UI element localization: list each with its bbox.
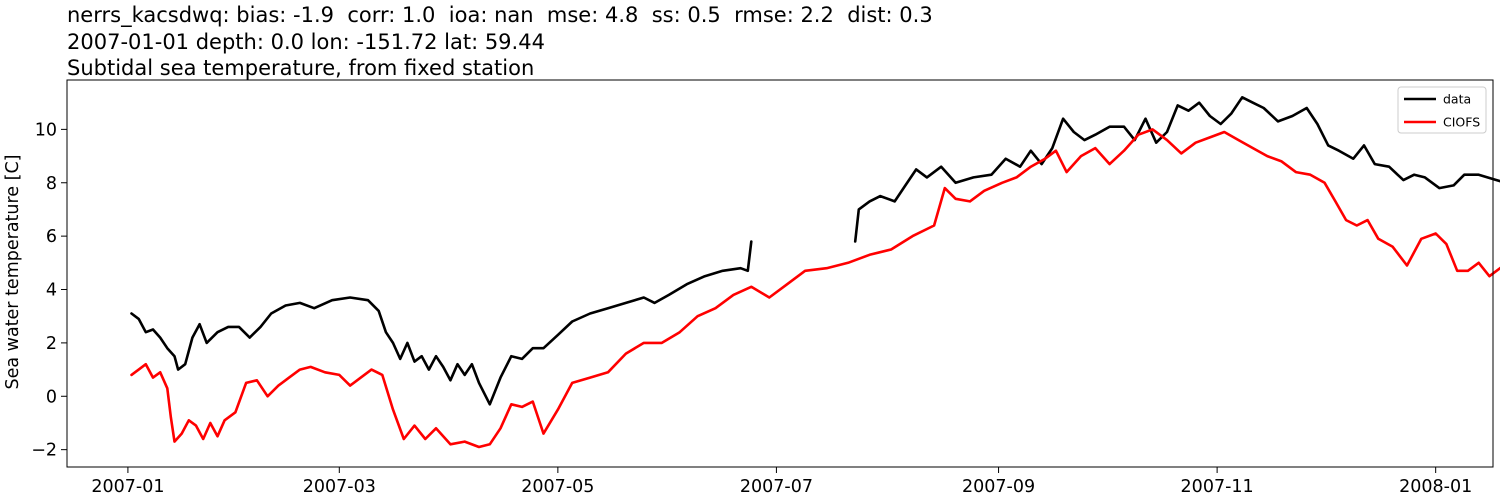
y-tick-label: 8 [46,174,57,194]
x-tick-label: 2007-05 [521,477,594,497]
y-tick-label: −2 [31,441,57,461]
legend-label-ciofs: CIOFS [1443,115,1480,130]
chart-title-line-3: Subtidal sea temperature, from fixed sta… [67,56,535,80]
legend-label-data: data [1443,92,1471,107]
y-axis-label: Sea water temperature [C] [3,154,23,389]
y-tick-label: 4 [46,281,57,301]
chart-title-line-1: nerrs_kacsdwq: bias: -1.9 corr: 1.0 ioa:… [67,3,933,27]
series-line-data-segment-2 [853,96,1500,243]
x-tick-label: 2007-01 [91,477,164,497]
x-tick-label: 2007-03 [303,477,376,497]
x-tick-label: 2007-09 [962,477,1035,497]
x-tick-label: 2007-07 [740,477,813,497]
legend: data CIOFS [1397,86,1487,134]
x-tick-label: 2007-11 [1181,477,1254,497]
y-tick-label: 2 [46,334,57,354]
series-line-data-segment-1 [130,240,753,406]
plot-frame [66,79,1494,468]
y-tick-label: 6 [46,227,57,247]
y-tick-label: 0 [46,387,57,407]
series-line-ciofs-segment-1 [130,128,1500,449]
x-tick-label: 2008-01 [1399,477,1472,497]
axes-layer: 2007-01 2007-03 2007-05 2007-07 2007-09 2007-… [31,79,1494,497]
chart-title-line-2: 2007-01-01 depth: 0.0 lon: -151.72 lat: … [67,30,545,54]
y-tick-label: 10 [35,120,57,140]
series-layer [130,96,1500,449]
